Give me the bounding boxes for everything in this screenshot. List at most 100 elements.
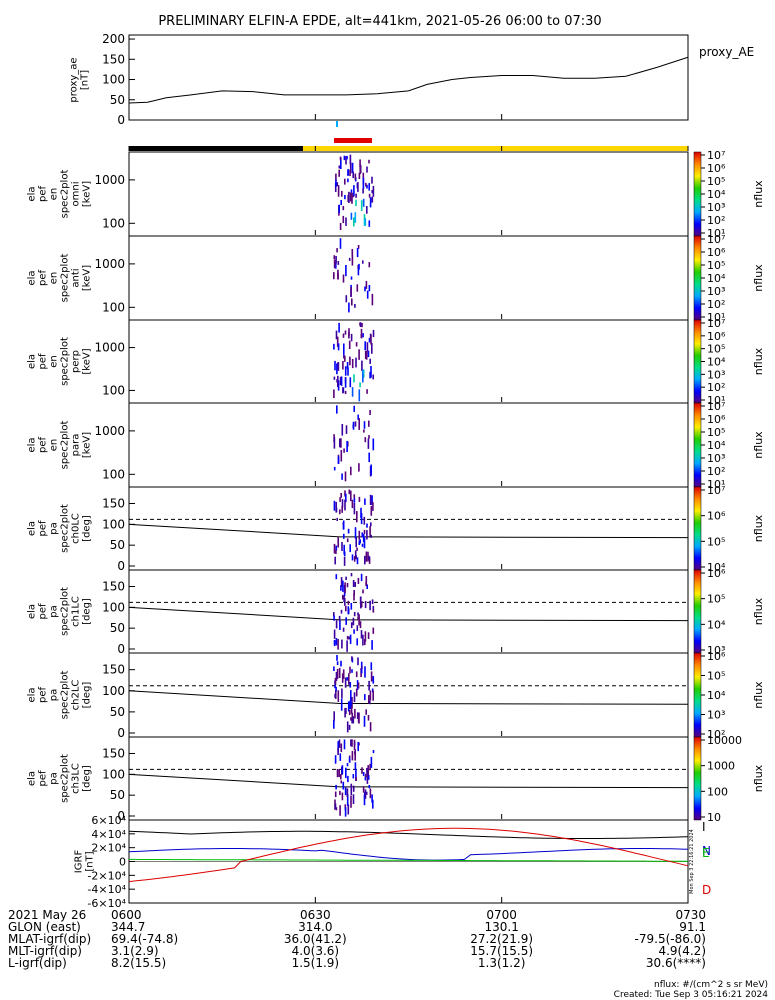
igrf-ylabel: IGRF[nT]: [74, 850, 96, 874]
spectrogram-cell: [356, 625, 359, 631]
ae-ytick-label: 100: [102, 73, 125, 87]
colorbar-tick-label: 10¹: [707, 394, 725, 407]
spectrogram-cell: [354, 708, 356, 719]
xaxis-row-label: MLAT-igrf(dip): [8, 932, 91, 946]
colorbar-tick-label: 10²: [707, 214, 725, 227]
spectrogram-cell: [342, 206, 345, 211]
ae-ytick-label: 150: [102, 52, 125, 66]
spectrogram-cell: [335, 549, 337, 554]
spectrogram-cell: [372, 605, 375, 613]
spectrogram-cell: [341, 499, 344, 508]
spectrogram-cell: [333, 467, 336, 471]
colorbar-tick-label: 10⁶: [707, 413, 726, 426]
spectrogram-cell: [333, 629, 336, 639]
colorbar-tick-label: 10⁵: [707, 535, 725, 548]
panel-ylabel: elapefenspec2plotomni[keV]: [27, 170, 93, 219]
spectrogram-cell: [333, 272, 335, 280]
spectrogram-cell: [346, 677, 349, 681]
spectrogram-cell: [340, 585, 342, 591]
spectrogram-cell: [358, 389, 361, 402]
colorbar: [693, 652, 702, 738]
spectrogram-cell: [350, 466, 352, 476]
spectrogram-cell: [350, 622, 353, 629]
spectrogram-cell: [367, 350, 370, 358]
igrf-ytick-label: 6×10⁴: [91, 814, 126, 827]
spectrogram-cell: [345, 217, 347, 226]
xaxis-value: 8.2(15.5): [111, 956, 166, 970]
spectrogram-cell: [355, 342, 358, 347]
spectrogram-cell: [369, 788, 372, 799]
spectrogram-cell: [352, 171, 354, 179]
spectrogram-cell: [365, 773, 367, 778]
igrf-series-label: E: [702, 846, 710, 860]
spectrogram-cell: [350, 701, 352, 706]
spectrogram-cell: [351, 656, 353, 661]
spectrogram-cell: [337, 261, 340, 265]
spectrogram-cell: [362, 534, 365, 543]
spectrogram-cell: [342, 669, 345, 679]
spectrogram-cell: [368, 159, 370, 164]
igrf-ytick-label: 0: [119, 856, 126, 869]
spectrogram-cell: [369, 700, 371, 705]
spectrogram-cell: [338, 204, 340, 213]
spectrogram-cell: [366, 206, 368, 214]
spectrogram-cell: [364, 286, 366, 292]
spectrogram-cell: [353, 405, 355, 412]
spectrogram-cell: [364, 498, 366, 505]
spectrogram-cell: [366, 523, 368, 528]
spectrogram-cell: [347, 170, 349, 176]
spectrogram-cell: [335, 501, 337, 513]
spectrogram-cell: [354, 421, 357, 427]
colorbar-tick-label: 10⁶: [707, 162, 726, 175]
spectrogram-cell: [356, 284, 359, 292]
proxy-ae-panel: 0 50 100 150 200 proxy_ae[nT] proxy_AE: [69, 32, 755, 127]
spectrogram-cell: [334, 693, 336, 698]
spectrogram-cell: [343, 544, 345, 555]
xaxis-value: 36.0(41.2): [284, 932, 347, 946]
spectrogram-cell: [351, 750, 354, 761]
spectrogram-cell: [344, 366, 347, 376]
spectrogram-cell: [346, 788, 349, 798]
spectrogram-cell: [348, 332, 350, 339]
colorbar-tick-label: 10¹: [707, 478, 725, 491]
spectrogram-cell: [342, 627, 345, 632]
spectrogram-cell: [349, 169, 351, 177]
spectrogram-cell: [362, 772, 365, 776]
spectrogram-cell: [370, 366, 372, 378]
spectrogram-cell: [341, 639, 343, 649]
spectrogram-cell: [337, 375, 339, 388]
spectrogram-cell: [351, 387, 354, 397]
spectrogram-cell: [351, 298, 353, 306]
spectrogram-cell: [354, 173, 357, 180]
spectrogram-cell: [346, 155, 348, 160]
spectrogram-cell: [344, 677, 347, 688]
spectrogram-cell: [336, 655, 338, 661]
spectrogram-cell: [338, 322, 340, 333]
igrf-ytick-label: -4×10⁴: [87, 883, 126, 896]
colorbar: [693, 235, 702, 321]
ytick-label: 1000: [94, 341, 125, 355]
spectrogram-cell: [366, 389, 368, 394]
spectrogram-cell: [363, 715, 366, 727]
igrf-series-label: N: [702, 844, 711, 858]
spectrogram-cell: [336, 661, 339, 665]
xaxis-row-label: L-igrf(dip): [8, 956, 67, 970]
spectrogram-cell: [367, 438, 370, 449]
spectrogram-cell: [364, 776, 367, 781]
spectrogram-cell: [359, 322, 362, 327]
spectrogram-cell: [346, 763, 349, 767]
xaxis-row-label: MLT-igrf(dip): [8, 944, 82, 958]
colorbar-label: nflux: [752, 597, 765, 625]
spectrogram-cell: [367, 632, 370, 639]
spectrogram-cell: [349, 162, 352, 174]
spectrogram-cell: [333, 666, 335, 671]
spectrogram-cell: [350, 739, 352, 747]
created-note: Created: Tue Sep 3 05:16:21 2024: [614, 990, 769, 1000]
colorbar-tick-label: 10⁵: [707, 259, 725, 272]
spectrogram-cell: [339, 438, 341, 448]
spectrogram-cell: [340, 743, 343, 753]
spectrogram-cell: [337, 362, 340, 371]
spectrogram-cell: [360, 328, 363, 339]
spectrogram-cell: [341, 765, 344, 775]
